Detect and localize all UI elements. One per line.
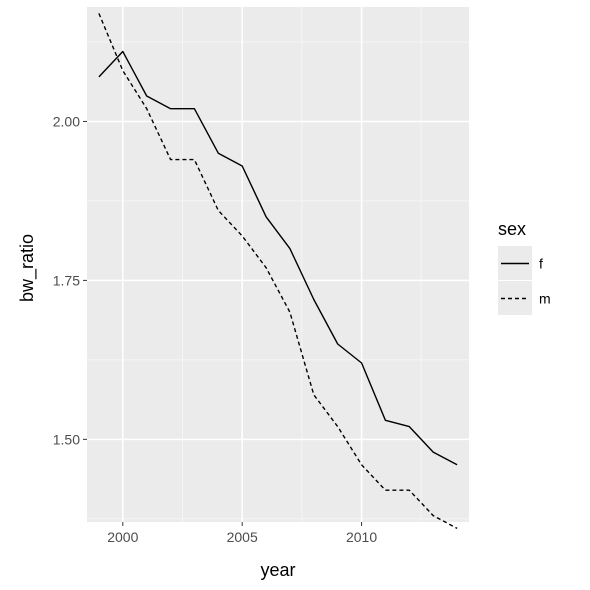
- y-tick-label: 1.75: [53, 272, 80, 288]
- x-axis-title: year: [260, 560, 295, 580]
- y-tick-label: 1.50: [53, 431, 80, 447]
- x-axis: 2000 2005 2010: [107, 522, 377, 545]
- legend-label-m: m: [539, 291, 551, 307]
- major-gridlines: [87, 7, 469, 522]
- x-tick-label: 2005: [227, 529, 258, 545]
- series-line-m: [98, 13, 458, 530]
- series-line-f: [98, 50, 458, 466]
- legend-title: sex: [498, 219, 526, 239]
- x-tick-label: 2000: [107, 529, 138, 545]
- y-axis: 1.50 1.75 2.00: [53, 113, 87, 447]
- x-tick-label: 2010: [346, 529, 377, 545]
- series-lines: [98, 13, 458, 530]
- plot-panel: [87, 7, 469, 522]
- minor-gridlines: [87, 7, 469, 522]
- y-axis-title: bw_ratio: [17, 234, 38, 302]
- legend: sex f m: [498, 219, 551, 315]
- legend-label-f: f: [539, 256, 543, 272]
- y-tick-label: 2.00: [53, 113, 80, 129]
